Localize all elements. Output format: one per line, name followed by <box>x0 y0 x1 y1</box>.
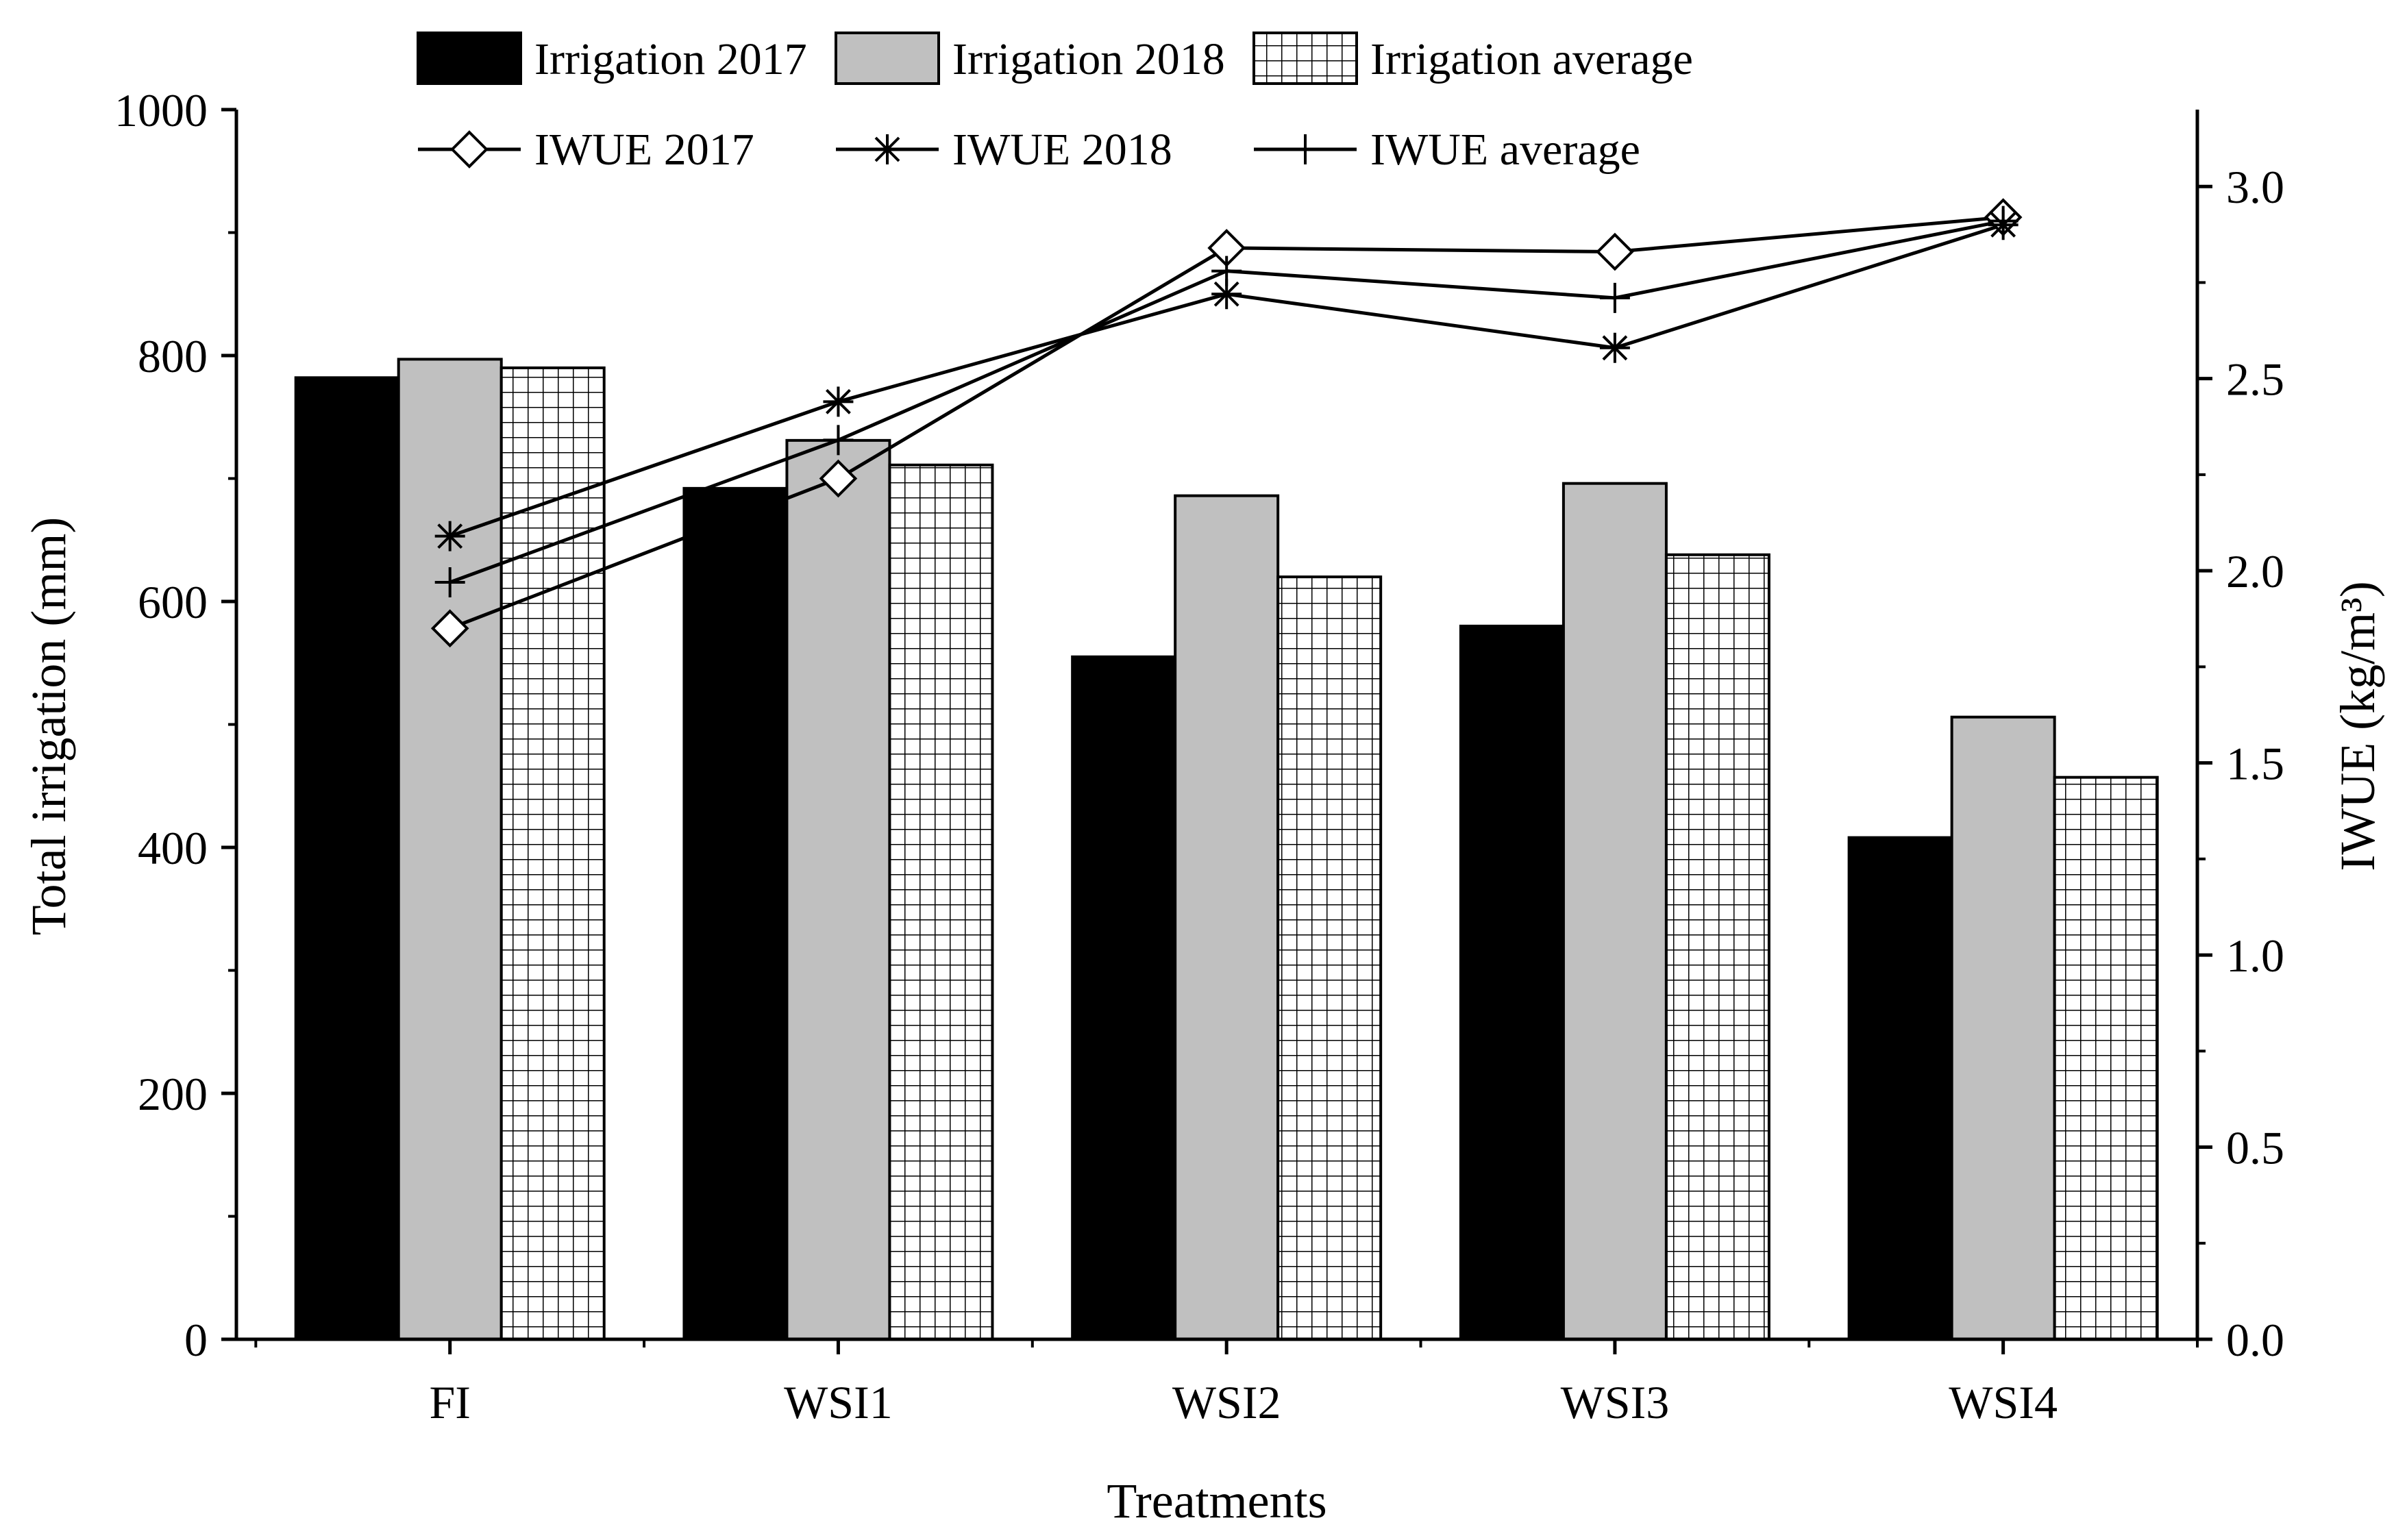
ticks-layer: 0 200 400 600 800 1000 0.0 0.5 1.0 1.5 2.0 2.5 3.0 FI… <box>114 84 2284 1428</box>
bar-irrigation-average-fi <box>499 366 606 1341</box>
left-tick-label: 1000 <box>114 84 208 136</box>
x-tick-label: WSI3 <box>1561 1376 1670 1428</box>
right-tick-label: 2.5 <box>2226 353 2284 406</box>
point-iwue-2018-wsi1 <box>823 386 854 417</box>
right-tick-label: 1.5 <box>2226 738 2284 790</box>
point-iwue-average-wsi4 <box>1988 206 2019 236</box>
bar-irrigation-2017-wsi2 <box>1071 655 1177 1341</box>
legend-item-irrigation-2018: Irrigation 2018 <box>835 32 1225 85</box>
bar-irrigation-average-wsi2 <box>1276 575 1383 1341</box>
legend-label: Irrigation 2017 <box>534 34 807 84</box>
lines-layer <box>430 198 2023 648</box>
legend-item-irrigation-average: Irrigation average <box>1252 32 1693 85</box>
bar-irrigation-2017-wsi3 <box>1459 624 1565 1341</box>
point-iwue-2017-fi <box>430 609 469 648</box>
point-iwue-average-wsi1 <box>823 425 854 456</box>
bar-irrigation-2018-wsi4 <box>1950 715 2056 1341</box>
legend-swatch <box>835 32 940 85</box>
left-tick-label: 0 <box>184 1314 208 1366</box>
x-axis-title: Treatments <box>1107 1474 1326 1528</box>
left-tick-label: 600 <box>138 576 208 628</box>
right-tick-label: 0.0 <box>2226 1314 2284 1366</box>
bar-irrigation-2017-fi <box>294 376 400 1341</box>
legend-swatch <box>417 32 522 85</box>
legend-swatch <box>1252 32 1358 85</box>
right-axis-title: IWUE (kg/m³) <box>2330 581 2385 871</box>
point-iwue-2018-fi <box>434 521 465 551</box>
legend-marker-asterisk <box>872 134 902 164</box>
point-iwue-2017-wsi1 <box>819 459 858 498</box>
x-tick-label: WSI2 <box>1172 1376 1281 1428</box>
point-iwue-2018-wsi2 <box>1211 279 1242 310</box>
left-tick-label: 200 <box>138 1068 208 1120</box>
left-axis-title: Total irrigation (mm) <box>21 517 76 936</box>
right-tick-label: 2.0 <box>2226 545 2284 597</box>
legend: Irrigation 2017 Irrigation 2018 Irrigation… <box>417 32 1693 175</box>
right-tick-label: 3.0 <box>2226 161 2284 213</box>
point-iwue-2017-wsi3 <box>1596 232 1634 271</box>
right-tick-label: 0.5 <box>2226 1122 2284 1174</box>
bar-irrigation-2018-wsi2 <box>1174 494 1280 1341</box>
legend-marker-plus <box>1290 134 1320 164</box>
point-iwue-average-wsi3 <box>1599 282 1630 313</box>
bars-layer <box>294 358 2159 1341</box>
legend-item-iwue-2017: IWUE 2017 <box>418 125 754 175</box>
legend-item-irrigation-2017: Irrigation 2017 <box>417 32 807 85</box>
point-iwue-2018-wsi3 <box>1599 332 1630 363</box>
legend-label: IWUE 2017 <box>534 125 754 175</box>
left-tick-label: 400 <box>138 822 208 874</box>
bar-irrigation-2018-wsi1 <box>785 438 891 1341</box>
bar-irrigation-average-wsi3 <box>1664 553 1770 1341</box>
right-tick-label: 1.0 <box>2226 930 2284 982</box>
bar-irrigation-2017-wsi1 <box>682 486 789 1341</box>
left-tick-label: 800 <box>138 330 208 382</box>
legend-label: IWUE average <box>1370 125 1640 175</box>
bar-irrigation-2018-wsi3 <box>1562 482 1668 1341</box>
bar-irrigation-2017-wsi4 <box>1847 836 1953 1341</box>
legend-label: Irrigation 2018 <box>952 34 1225 84</box>
legend-marker-diamond <box>450 130 489 169</box>
x-tick-label: WSI1 <box>784 1376 893 1428</box>
x-tick-label: WSI4 <box>1949 1376 2058 1428</box>
legend-item-iwue-average: IWUE average <box>1254 125 1640 175</box>
legend-item-iwue-2018: IWUE 2018 <box>836 125 1172 175</box>
bar-irrigation-2018-fi <box>397 358 503 1341</box>
legend-label: IWUE 2018 <box>952 125 1172 175</box>
bar-irrigation-average-wsi1 <box>888 463 994 1341</box>
x-tick-label: FI <box>429 1376 470 1428</box>
point-iwue-average-wsi2 <box>1211 256 1242 286</box>
legend-label: Irrigation average <box>1370 34 1693 84</box>
point-iwue-average-fi <box>434 567 465 597</box>
bar-irrigation-average-wsi4 <box>2053 775 2159 1341</box>
